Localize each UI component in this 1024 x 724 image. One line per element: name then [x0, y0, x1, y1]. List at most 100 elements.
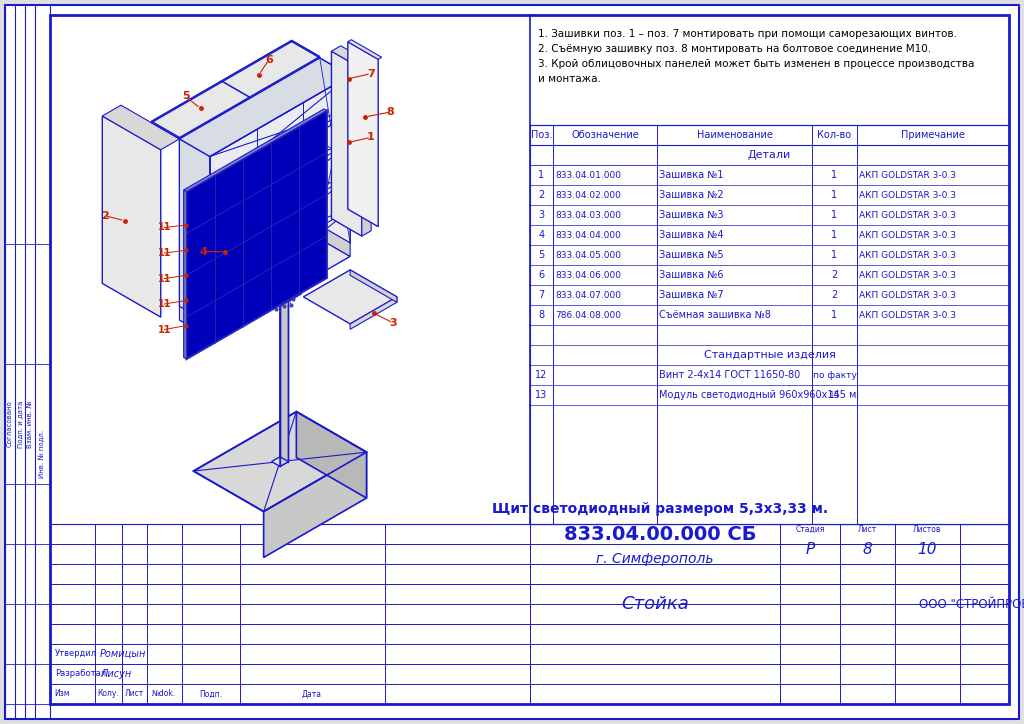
Polygon shape [186, 111, 327, 359]
Text: Колу.: Колу. [97, 689, 119, 699]
Polygon shape [152, 81, 221, 123]
Text: 786.04.08.000: 786.04.08.000 [555, 311, 621, 319]
Polygon shape [183, 190, 186, 359]
Polygon shape [179, 58, 350, 156]
Text: 8: 8 [539, 310, 545, 320]
Text: 4: 4 [199, 247, 207, 257]
Polygon shape [280, 292, 289, 466]
Text: 833.04.02.000: 833.04.02.000 [555, 190, 621, 200]
Text: АКП GOLDSTAR 3-0.3: АКП GOLDSTAR 3-0.3 [859, 230, 956, 240]
Polygon shape [102, 116, 161, 317]
Text: 1: 1 [831, 210, 838, 220]
Text: Зашивка №2: Зашивка №2 [659, 190, 724, 200]
Text: АКП GOLDSTAR 3-0.3: АКП GOLDSTAR 3-0.3 [859, 211, 956, 219]
Polygon shape [179, 58, 319, 306]
Text: 7: 7 [539, 290, 545, 300]
Text: 2: 2 [539, 190, 545, 200]
Polygon shape [280, 286, 301, 306]
Text: 11: 11 [158, 222, 171, 232]
Text: Поз.: Поз. [530, 130, 552, 140]
Text: 1: 1 [367, 132, 375, 143]
Text: 1: 1 [831, 250, 838, 260]
Text: ООО "СТРОЙПРОЕКТ": ООО "СТРОЙПРОЕКТ" [919, 597, 1024, 610]
Polygon shape [303, 270, 397, 324]
Polygon shape [221, 41, 292, 83]
Text: 1: 1 [831, 190, 838, 200]
Text: АКП GOLDSTAR 3-0.3: АКП GOLDSTAR 3-0.3 [859, 311, 956, 319]
Text: Зашивка №4: Зашивка №4 [659, 230, 724, 240]
Bar [50, 524, 1009, 704]
Polygon shape [221, 41, 319, 97]
Polygon shape [296, 412, 367, 498]
Text: 3: 3 [390, 318, 397, 328]
Text: Разработал: Разработал [55, 670, 106, 678]
Polygon shape [183, 109, 327, 192]
Text: 5: 5 [539, 250, 545, 260]
Text: 11: 11 [158, 248, 171, 258]
Text: 13: 13 [536, 390, 548, 400]
Text: 833.04.06.000: 833.04.06.000 [555, 271, 621, 279]
Polygon shape [179, 225, 350, 324]
Text: 2. Съёмную зашивку поз. 8 монтировать на болтовое соединение М10.: 2. Съёмную зашивку поз. 8 монтировать на… [538, 44, 931, 54]
Text: Зашивка №1: Зашивка №1 [659, 170, 724, 180]
Text: 833.04.01.000: 833.04.01.000 [555, 170, 621, 180]
Text: 833.04.07.000: 833.04.07.000 [555, 290, 621, 300]
Text: 6: 6 [265, 55, 272, 64]
Text: 2: 2 [831, 290, 838, 300]
Text: 10: 10 [918, 542, 937, 557]
Text: 7: 7 [367, 69, 375, 79]
Text: 12: 12 [536, 370, 548, 380]
Text: №dok.: №dok. [152, 689, 176, 699]
Text: АКП GOLDSTAR 3-0.3: АКП GOLDSTAR 3-0.3 [859, 290, 956, 300]
Text: Модуль светодиодный 960х960х145 м.: Модуль светодиодный 960х960х145 м. [659, 390, 859, 400]
Text: 833.04.03.000: 833.04.03.000 [555, 211, 621, 219]
Text: 1: 1 [831, 310, 838, 320]
Text: 1. Зашивки поз. 1 – поз. 7 монтировать при помощи саморезающих винтов.: 1. Зашивки поз. 1 – поз. 7 монтировать п… [538, 29, 957, 39]
Text: АКП GOLDSTAR 3-0.3: АКП GOLDSTAR 3-0.3 [859, 251, 956, 259]
Text: Обозначение: Обозначение [571, 130, 639, 140]
Text: Подп. и дата: Подп. и дата [17, 400, 23, 447]
Polygon shape [350, 270, 397, 303]
Polygon shape [179, 139, 210, 324]
Text: 5: 5 [181, 91, 189, 101]
Text: Зашивка №5: Зашивка №5 [659, 250, 724, 260]
Text: Съёмная зашивка №8: Съёмная зашивка №8 [659, 310, 771, 320]
Polygon shape [348, 40, 382, 59]
Polygon shape [280, 274, 301, 294]
Text: Стадия: Стадия [796, 524, 824, 534]
Polygon shape [194, 412, 367, 512]
Text: Лисун: Лисун [100, 669, 131, 679]
Polygon shape [319, 58, 350, 243]
Text: 11: 11 [158, 299, 171, 309]
Text: 833.04.00.000 СБ: 833.04.00.000 СБ [564, 524, 757, 544]
Polygon shape [152, 81, 250, 138]
Text: и монтажа.: и монтажа. [538, 74, 601, 84]
Text: Дата: Дата [302, 689, 322, 699]
Text: Изм: Изм [54, 689, 70, 699]
Polygon shape [152, 122, 179, 139]
Text: Согласовано: Согласовано [7, 400, 13, 447]
Text: 2: 2 [831, 270, 838, 280]
Text: по факту: по факту [813, 371, 856, 379]
Text: г. Симферополь: г. Симферополь [596, 552, 714, 566]
Text: АКП GOLDSTAR 3-0.3: АКП GOLDSTAR 3-0.3 [859, 271, 956, 279]
Text: АКП GOLDSTAR 3-0.3: АКП GOLDSTAR 3-0.3 [859, 190, 956, 200]
Text: Стойка: Стойка [622, 595, 689, 613]
Polygon shape [179, 306, 210, 337]
Text: Взам. инв. №: Взам. инв. № [27, 400, 33, 447]
Text: 3. Крой облицовочных панелей может быть изменен в процессе производства: 3. Крой облицовочных панелей может быть … [538, 59, 975, 69]
Polygon shape [350, 297, 397, 329]
Text: Инв. № подл.: Инв. № подл. [39, 430, 45, 478]
Text: Зашивка №3: Зашивка №3 [659, 210, 724, 220]
Text: 11: 11 [158, 324, 171, 334]
Polygon shape [210, 75, 350, 324]
Text: Зашивка №6: Зашивка №6 [659, 270, 724, 280]
Text: 15: 15 [828, 390, 841, 400]
Polygon shape [271, 457, 289, 466]
Text: 3: 3 [539, 210, 545, 220]
Text: 1: 1 [831, 170, 838, 180]
Text: Зашивка №7: Зашивка №7 [659, 290, 724, 300]
Text: 833.04.04.000: 833.04.04.000 [555, 230, 621, 240]
Text: Подп.: Подп. [200, 689, 222, 699]
Polygon shape [361, 64, 371, 236]
